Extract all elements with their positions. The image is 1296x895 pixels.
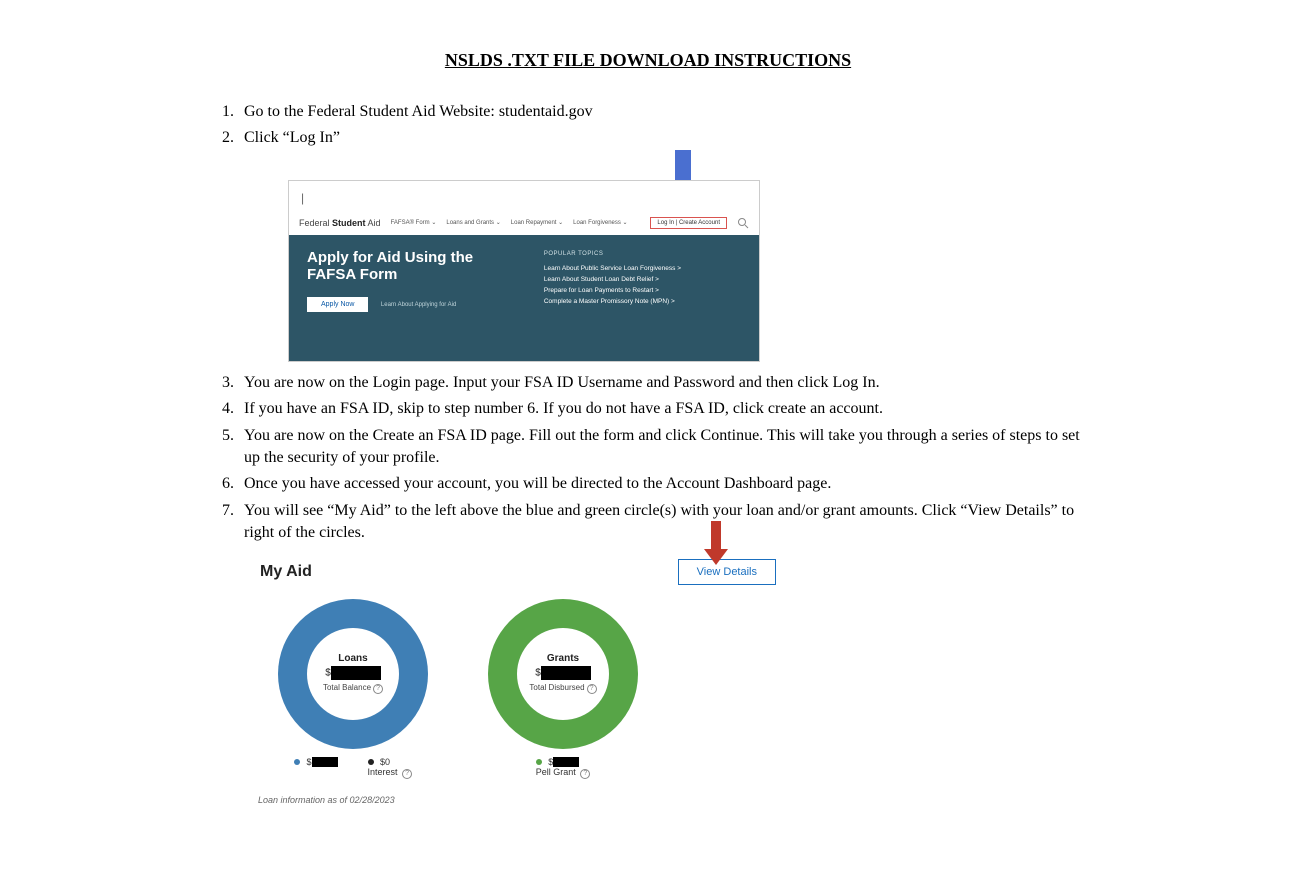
search-icon[interactable]	[737, 217, 749, 229]
fsa-screenshot-frame: | Federal Student Aid FAFSA® Form ⌄ Loan…	[288, 180, 760, 362]
pell-grant-label: Pell Grant	[536, 767, 576, 777]
my-aid-heading: My Aid	[260, 563, 312, 581]
step-3: You are now on the Login page. Input you…	[238, 372, 1098, 394]
legend-dot-icon	[368, 759, 374, 765]
nav-item[interactable]: Loan Repayment ⌄	[511, 219, 563, 226]
help-icon[interactable]: ?	[402, 769, 412, 779]
document-page: NSLDS .TXT FILE DOWNLOAD INSTRUCTIONS Go…	[198, 0, 1098, 855]
popular-topic-link[interactable]: Learn About Student Loan Debt Relief >	[544, 274, 741, 285]
grants-sub-label: Total Disbursed	[529, 683, 584, 692]
interest-value: $0	[380, 757, 390, 767]
step-6: Once you have accessed your account, you…	[238, 473, 1098, 495]
redacted-amount	[312, 757, 338, 767]
instruction-list: Go to the Federal Student Aid Website: s…	[198, 101, 1098, 150]
step-4: If you have an FSA ID, skip to step numb…	[238, 398, 1098, 420]
grants-label: Grants	[547, 653, 579, 664]
popular-topic-link[interactable]: Learn About Public Service Loan Forgiven…	[544, 263, 741, 274]
loans-label: Loans	[338, 653, 367, 664]
grants-legend: $ Pell Grant ?	[536, 757, 591, 780]
nav-item[interactable]: Loans and Grants ⌄	[446, 219, 500, 226]
step-5: You are now on the Create an FSA ID page…	[238, 425, 1098, 470]
instruction-list-cont: You are now on the Login page. Input you…	[198, 372, 1098, 545]
aid-donut-charts: Loans $ Total Balance? $ $0 Interest ?	[248, 589, 788, 780]
brand-part: Federal	[299, 218, 330, 228]
popular-topic-link[interactable]: Complete a Master Promissory Note (MPN) …	[544, 296, 741, 307]
fsa-nav-bar: Federal Student Aid FAFSA® Form ⌄ Loans …	[289, 211, 759, 235]
redacted-amount	[553, 757, 579, 767]
interest-label: Interest	[368, 767, 398, 777]
page-title: NSLDS .TXT FILE DOWNLOAD INSTRUCTIONS	[198, 50, 1098, 71]
loans-legend: $ $0 Interest ?	[294, 757, 412, 779]
fsa-hero-banner: Apply for Aid Using the FAFSA Form Apply…	[289, 235, 759, 362]
red-down-arrow-icon	[702, 521, 730, 567]
help-icon[interactable]: ?	[580, 769, 590, 779]
hero-title: Apply for Aid Using the FAFSA Form	[307, 249, 524, 284]
text-cursor: |	[289, 181, 759, 211]
fsa-logo: Federal Student Aid	[299, 218, 381, 228]
brand-part: Aid	[368, 218, 381, 228]
nav-item[interactable]: Loan Forgiveness ⌄	[573, 219, 627, 226]
redacted-amount	[331, 666, 381, 680]
popular-topics-heading: POPULAR TOPICS	[544, 249, 741, 259]
help-icon[interactable]: ?	[373, 684, 383, 694]
step-7: You will see “My Aid” to the left above …	[238, 500, 1098, 545]
legend-dot-icon	[536, 759, 542, 765]
loans-donut: Loans $ Total Balance?	[278, 599, 428, 749]
grants-column: Grants $ Total Disbursed? $ Pell Grant ?	[488, 599, 638, 780]
popular-topic-link[interactable]: Prepare for Loan Payments to Restart >	[544, 285, 741, 296]
brand-part: Student	[332, 218, 366, 228]
screenshot-my-aid: My Aid View Details Loans $ Total Balanc…	[248, 549, 788, 806]
redacted-amount	[541, 666, 591, 680]
learn-about-applying-link[interactable]: Learn About Applying for Aid	[381, 302, 456, 308]
loans-column: Loans $ Total Balance? $ $0 Interest ?	[278, 599, 428, 780]
legend-dot-icon	[294, 759, 300, 765]
login-create-account-button[interactable]: Log In | Create Account	[650, 217, 727, 229]
screenshot-fsa-homepage: | Federal Student Aid FAFSA® Form ⌄ Loan…	[288, 180, 758, 362]
apply-now-button[interactable]: Apply Now	[307, 297, 368, 312]
grants-donut: Grants $ Total Disbursed?	[488, 599, 638, 749]
nav-item[interactable]: FAFSA® Form ⌄	[391, 219, 437, 226]
step-2: Click “Log In”	[238, 127, 1098, 149]
step-1: Go to the Federal Student Aid Website: s…	[238, 101, 1098, 123]
loans-sub-label: Total Balance	[323, 683, 371, 692]
help-icon[interactable]: ?	[587, 684, 597, 694]
loan-info-footnote: Loan information as of 02/28/2023	[248, 795, 788, 805]
